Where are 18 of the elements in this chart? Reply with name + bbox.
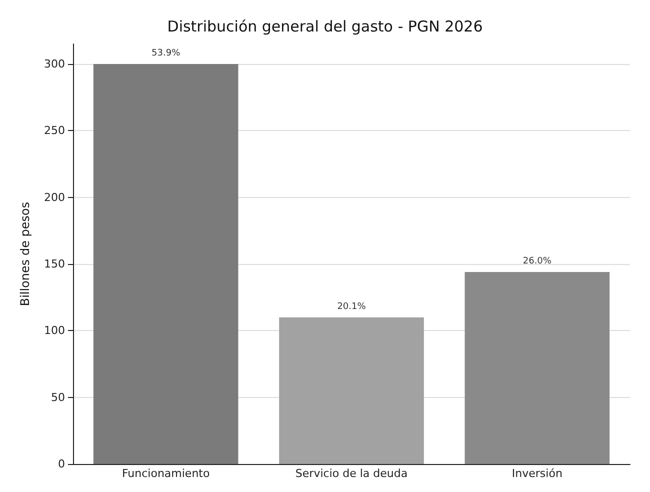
x-tick-label: Funcionamiento	[122, 467, 210, 480]
bar	[93, 64, 238, 464]
y-tick-label: 0	[58, 458, 65, 470]
annotation: 20.1%	[337, 302, 366, 312]
chart-title: Distribución general del gasto - PGN 2026	[167, 18, 483, 36]
x-tick-label: Servicio de la deuda	[295, 467, 408, 480]
x-tick-label: Inversión	[512, 467, 562, 480]
y-tick-label: 50	[51, 390, 65, 404]
bar	[279, 317, 424, 464]
bar	[464, 272, 610, 464]
y-axis-title: Billones de pesos	[18, 202, 32, 306]
y-tick-label: 100	[44, 324, 65, 338]
annotation: 26.0%	[522, 256, 552, 266]
y-tick-label: 150	[44, 258, 65, 270]
y-tick-label: 250	[44, 124, 65, 138]
y-tick-label: 300	[44, 58, 65, 70]
y-tick-label: 200	[44, 190, 65, 204]
annotation: 53.9%	[152, 48, 181, 58]
